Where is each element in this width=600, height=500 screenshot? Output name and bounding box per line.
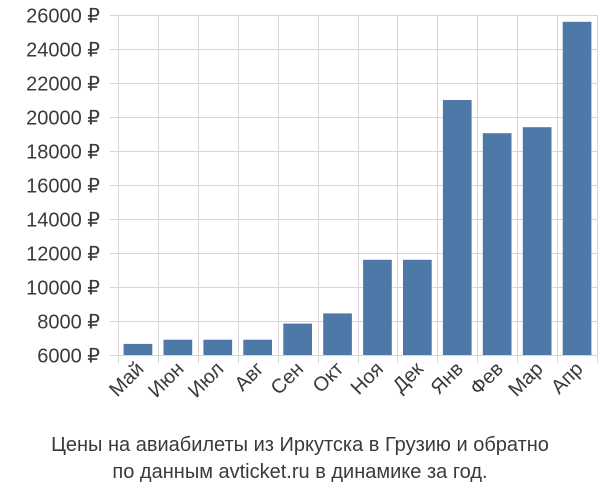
bar-2 bbox=[163, 339, 193, 355]
y-tick-label: 6000 ₽ bbox=[37, 346, 100, 368]
bar-9 bbox=[442, 100, 472, 355]
bars bbox=[123, 21, 592, 356]
bar-1 bbox=[123, 343, 153, 355]
x-category-label: Фев bbox=[466, 358, 508, 400]
x-category-label: Янв bbox=[427, 358, 468, 399]
bar-11 bbox=[522, 127, 552, 355]
x-category-label: Мар bbox=[504, 358, 547, 401]
bar-7 bbox=[363, 259, 392, 355]
x-category-label: Дек bbox=[389, 358, 428, 397]
bar-chart: 6000 ₽ 8000 ₽ 10000 ₽ 12000 ₽ 14000 ₽ 16000 ₽… bbox=[26, 6, 598, 402]
x-category-label: Сен bbox=[267, 358, 308, 399]
x-category-label: Окт bbox=[309, 358, 348, 397]
y-tick-label: 18000 ₽ bbox=[26, 142, 100, 164]
y-tick-label: 12000 ₽ bbox=[26, 244, 100, 266]
x-category-label: Май bbox=[105, 358, 148, 401]
y-tick-label: 14000 ₽ bbox=[26, 210, 100, 232]
y-tick-label: 20000 ₽ bbox=[26, 108, 100, 130]
chart-caption-line-1: Цены на авиабилеты из Иркутска в Грузию … bbox=[51, 434, 549, 456]
bar-5 bbox=[283, 323, 312, 355]
bar-4 bbox=[243, 339, 272, 355]
y-tick-label: 8000 ₽ bbox=[37, 312, 100, 334]
grid-lines bbox=[110, 15, 598, 363]
chart-caption-line-2: по данным avticket.ru в динамике за год. bbox=[112, 461, 488, 483]
bar-3 bbox=[203, 339, 233, 355]
y-tick-label: 26000 ₽ bbox=[26, 6, 100, 28]
y-tick-label: 22000 ₽ bbox=[26, 74, 100, 96]
x-category-label: Ноя bbox=[347, 358, 388, 399]
y-tick-label: 16000 ₽ bbox=[26, 176, 100, 198]
bar-12 bbox=[562, 21, 592, 356]
x-category-label: Июн bbox=[144, 358, 188, 402]
x-category-label: Июл bbox=[184, 358, 228, 402]
x-category-label: Апр bbox=[547, 358, 588, 399]
y-axis-tick-labels: 6000 ₽ 8000 ₽ 10000 ₽ 12000 ₽ 14000 ₽ 16000 ₽… bbox=[26, 6, 100, 368]
x-category-label: Авг bbox=[231, 358, 269, 396]
bar-8 bbox=[403, 259, 432, 355]
bar-6 bbox=[323, 313, 352, 355]
y-tick-label: 24000 ₽ bbox=[26, 40, 100, 62]
bar-10 bbox=[482, 133, 512, 355]
y-tick-label: 10000 ₽ bbox=[26, 278, 100, 300]
